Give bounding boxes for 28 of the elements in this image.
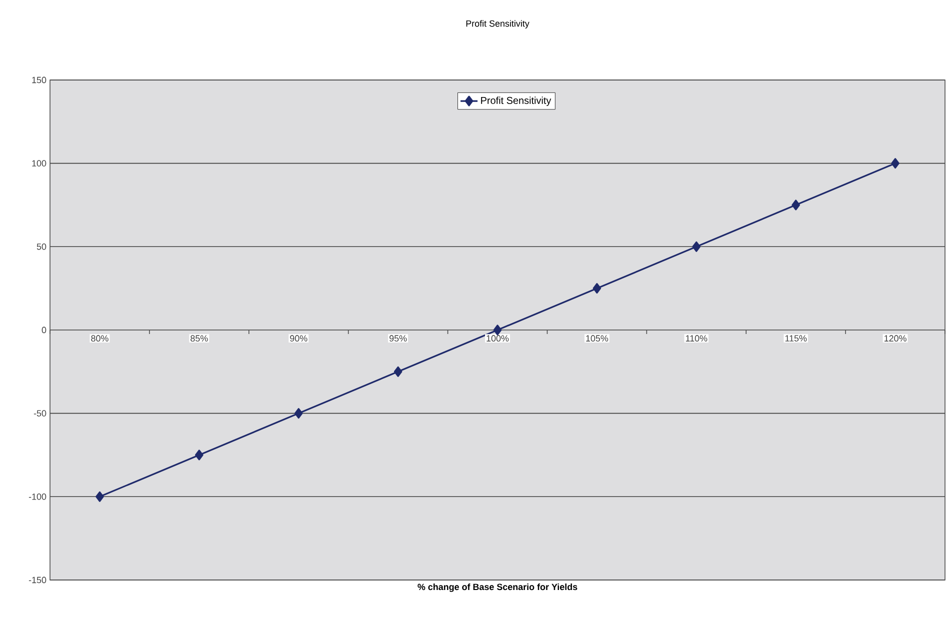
x-tick-label: 100% [486,335,509,342]
y-tick-label: 150 [32,76,46,84]
x-tick-label: 120% [884,335,906,342]
x-tick-label: 90% [290,335,308,342]
point [692,241,701,252]
y-tick-label: -100 [28,493,46,500]
y-tick-label: 100 [32,160,46,166]
point [891,158,900,169]
point [792,200,800,210]
y-tick-label: -150 [28,576,46,584]
x-tick-label: 80% [91,335,108,342]
x-tick-label: 105% [586,335,608,342]
point [195,450,204,460]
x-tick-label: 110% [686,335,708,342]
point [592,283,602,294]
x-tick-label: 95% [390,335,407,342]
point [294,408,303,419]
chart-title: Profit Sensitivity [466,20,530,28]
legend-label: Profit Sensitivity [481,96,552,106]
point [493,324,502,336]
x-tick-label: 85% [190,335,208,342]
y-tick-label: 50 [36,243,46,250]
x-tick-label: 115% [785,335,807,342]
point [394,366,402,377]
y-tick-label: 0 [42,326,46,334]
y-tick-label: -50 [34,410,46,416]
x-axis-title: % change of Base Scenario for Yields [418,584,578,592]
point [96,491,104,502]
